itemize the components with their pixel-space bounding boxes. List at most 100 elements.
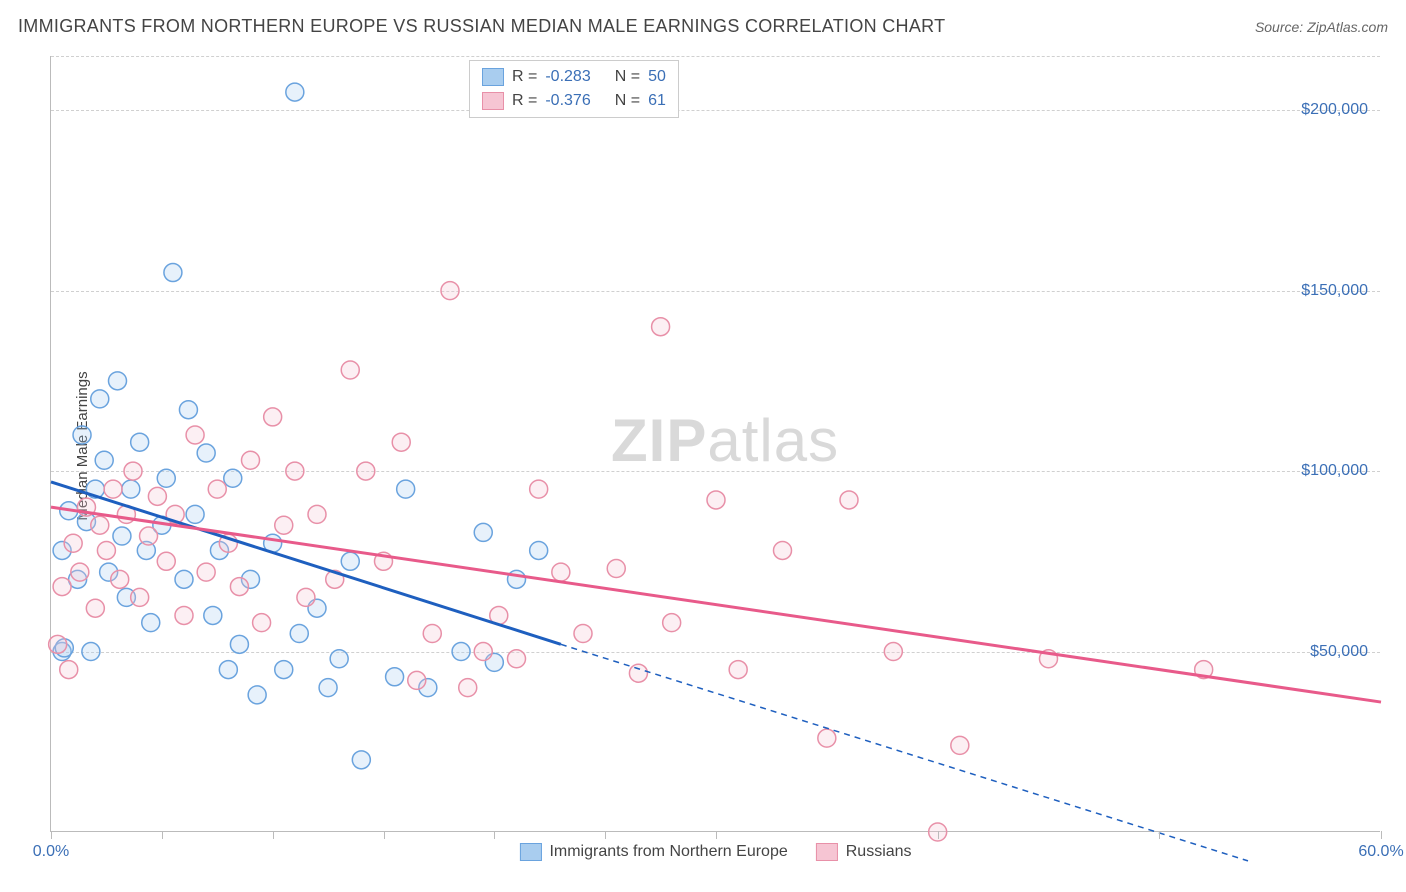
- x-tick: [1159, 831, 1160, 839]
- data-point: [164, 264, 182, 282]
- legend-item-1: Immigrants from Northern Europe: [519, 843, 787, 861]
- y-tick-label: $200,000: [1301, 101, 1368, 119]
- data-point: [224, 469, 242, 487]
- data-point: [60, 661, 78, 679]
- data-point: [208, 480, 226, 498]
- swatch-icon: [519, 843, 541, 861]
- x-tick: [605, 831, 606, 839]
- data-point: [459, 679, 477, 697]
- data-point: [308, 505, 326, 523]
- data-point: [219, 661, 237, 679]
- data-point: [175, 570, 193, 588]
- data-point: [530, 480, 548, 498]
- data-point: [552, 563, 570, 581]
- data-point: [884, 643, 902, 661]
- data-point: [474, 523, 492, 541]
- chart-header: IMMIGRANTS FROM NORTHERN EUROPE VS RUSSI…: [18, 16, 1388, 37]
- data-point: [91, 390, 109, 408]
- data-point: [652, 318, 670, 336]
- plot-area: ZIPatlas R = -0.283 N = 50 R = -0.376 N …: [50, 56, 1380, 832]
- data-point: [97, 541, 115, 559]
- data-point: [629, 664, 647, 682]
- x-tick: [384, 831, 385, 839]
- data-point: [392, 433, 410, 451]
- swatch-series-2: [482, 92, 504, 110]
- x-tick: [494, 831, 495, 839]
- legend-row-series-2: R = -0.376 N = 61: [482, 89, 666, 113]
- data-point: [386, 668, 404, 686]
- data-point: [131, 588, 149, 606]
- data-point: [840, 491, 858, 509]
- data-point: [408, 671, 426, 689]
- data-point: [148, 487, 166, 505]
- data-point: [124, 462, 142, 480]
- x-tick: [938, 831, 939, 839]
- data-point: [774, 541, 792, 559]
- data-point: [423, 624, 441, 642]
- data-point: [951, 736, 969, 754]
- source-attribution: Source: ZipAtlas.com: [1255, 19, 1388, 35]
- x-tick: [716, 831, 717, 839]
- x-tick: [273, 831, 274, 839]
- data-point: [441, 282, 459, 300]
- data-point: [248, 686, 266, 704]
- y-tick-label: $150,000: [1301, 282, 1368, 300]
- data-point: [275, 516, 293, 534]
- data-point: [175, 606, 193, 624]
- data-point: [357, 462, 375, 480]
- data-point: [729, 661, 747, 679]
- data-point: [204, 606, 222, 624]
- data-point: [186, 505, 204, 523]
- data-point: [73, 426, 91, 444]
- data-point: [140, 527, 158, 545]
- data-point: [122, 480, 140, 498]
- data-point: [179, 401, 197, 419]
- data-point: [230, 578, 248, 596]
- data-point: [341, 361, 359, 379]
- swatch-icon: [816, 843, 838, 861]
- data-point: [64, 534, 82, 552]
- y-tick-label: $100,000: [1301, 462, 1368, 480]
- data-point: [242, 451, 260, 469]
- legend-item-2: Russians: [816, 843, 912, 861]
- data-point: [330, 650, 348, 668]
- data-point: [286, 462, 304, 480]
- data-point: [290, 624, 308, 642]
- x-tick: [162, 831, 163, 839]
- data-point: [109, 372, 127, 390]
- data-point: [71, 563, 89, 581]
- data-point: [113, 527, 131, 545]
- data-point: [607, 560, 625, 578]
- trend-line: [51, 482, 561, 644]
- data-point: [508, 650, 526, 668]
- data-point: [197, 444, 215, 462]
- correlation-legend: R = -0.283 N = 50 R = -0.376 N = 61: [469, 60, 679, 118]
- data-point: [253, 614, 271, 632]
- chart-svg: [51, 56, 1380, 831]
- chart-title: IMMIGRANTS FROM NORTHERN EUROPE VS RUSSI…: [18, 16, 945, 37]
- legend-row-series-1: R = -0.283 N = 50: [482, 65, 666, 89]
- data-point: [574, 624, 592, 642]
- data-point: [474, 643, 492, 661]
- data-point: [352, 751, 370, 769]
- data-point: [319, 679, 337, 697]
- data-point: [530, 541, 548, 559]
- y-tick-label: $50,000: [1310, 643, 1368, 661]
- data-point: [452, 643, 470, 661]
- data-point: [157, 552, 175, 570]
- data-point: [82, 643, 100, 661]
- data-point: [95, 451, 113, 469]
- data-point: [264, 408, 282, 426]
- series-legend: Immigrants from Northern Europe Russians: [519, 843, 911, 861]
- data-point: [275, 661, 293, 679]
- data-point: [157, 469, 175, 487]
- data-point: [341, 552, 359, 570]
- data-point: [818, 729, 836, 747]
- data-point: [104, 480, 122, 498]
- x-tick-label: 60.0%: [1358, 843, 1403, 861]
- data-point: [397, 480, 415, 498]
- data-point: [49, 635, 67, 653]
- data-point: [142, 614, 160, 632]
- x-tick: [1381, 831, 1382, 839]
- trend-line: [51, 507, 1381, 702]
